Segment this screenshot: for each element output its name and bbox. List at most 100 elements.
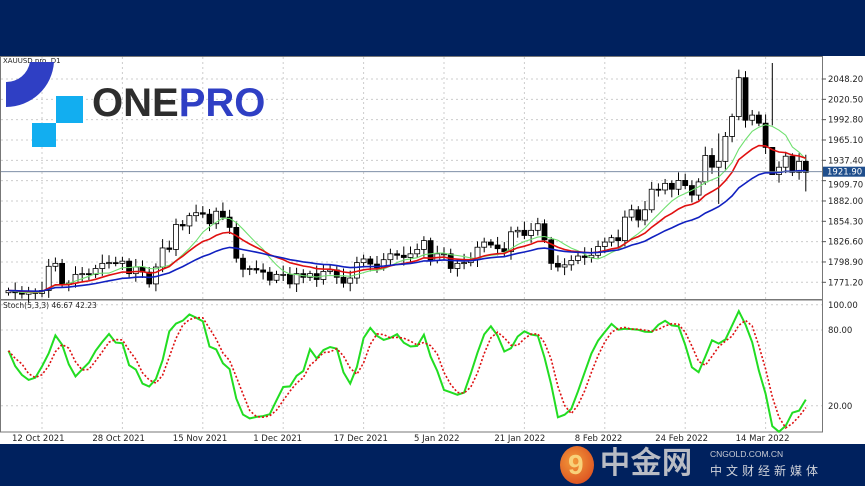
candle-body <box>749 114 756 121</box>
candle-body <box>92 268 99 275</box>
price-tick-label: 1771.20 <box>828 278 863 288</box>
candle-body <box>240 257 246 270</box>
candle-body <box>642 209 648 221</box>
stoch-main-line <box>7 308 807 434</box>
candle-body <box>628 209 635 218</box>
candle-body <box>568 260 575 266</box>
candle-body <box>662 182 668 191</box>
date-tick-label: 24 Feb 2022 <box>655 434 708 444</box>
candle-body <box>387 253 394 261</box>
stoch-tick-label: 100.00 <box>828 301 858 311</box>
cngold-name: 中金网 <box>600 447 693 480</box>
candle-body <box>407 253 414 258</box>
candle-body <box>246 268 253 270</box>
price-tick-label: 1992.80 <box>828 116 863 126</box>
candle-body <box>742 77 749 121</box>
candle-body <box>756 114 762 124</box>
candle-body <box>494 244 501 250</box>
candle-body <box>132 266 139 275</box>
candle-body <box>508 231 514 253</box>
onepro-logo-mark-icon <box>6 62 83 147</box>
candle-body <box>648 188 655 211</box>
candle-body <box>179 224 186 227</box>
cngold-logo-icon: 9 <box>560 446 594 484</box>
candle-body <box>233 227 240 259</box>
candle-body <box>695 181 702 196</box>
candle-body <box>702 155 709 183</box>
candle-body <box>86 273 92 276</box>
candle-body <box>340 276 347 284</box>
candle-body <box>106 262 112 265</box>
cngold-tagline: 中文财经新媒体 <box>710 464 823 478</box>
candle-body <box>581 255 588 258</box>
stoch-tick-label: 20.00 <box>828 402 852 412</box>
candle-body <box>635 209 642 221</box>
date-tick-label: 8 Feb 2022 <box>575 434 623 444</box>
date-tick-label: 28 Oct 2021 <box>92 434 145 444</box>
candle-body <box>521 229 528 236</box>
candle-body <box>59 262 65 286</box>
price-tick-label: 2048.20 <box>828 75 863 85</box>
candle-body <box>293 273 300 285</box>
onepro-logo-text: ONEPRO <box>92 81 265 126</box>
candle-body <box>360 258 367 264</box>
price-tick-label: 1965.10 <box>828 136 863 146</box>
candle-body <box>722 135 729 162</box>
cngold-glyph: 9 <box>568 449 584 480</box>
ma-mid-line <box>8 144 807 293</box>
stoch-tick-label: 80.00 <box>828 326 852 336</box>
candle-body <box>186 215 193 227</box>
candle-body <box>709 155 715 168</box>
candle-body <box>79 273 86 276</box>
candle-body <box>762 122 769 148</box>
date-tick-label: 17 Dec 2021 <box>334 434 388 444</box>
candle-body <box>112 262 119 265</box>
candle-body <box>273 273 280 281</box>
candle-body <box>514 229 521 233</box>
candle-body <box>675 180 682 190</box>
price-tick-label: 1937.40 <box>828 156 863 166</box>
candle-body <box>541 223 548 241</box>
candle-body <box>99 262 106 269</box>
date-tick-label: 21 Jan 2022 <box>494 434 545 444</box>
cngold-watermark: 9 中金网 CNGOLD.COM.CN 中文财经新媒体 <box>560 444 860 486</box>
date-tick-label: 14 Mar 2022 <box>736 434 790 444</box>
candle-body <box>441 253 447 256</box>
candle-body <box>394 253 401 256</box>
candle-body <box>193 212 200 217</box>
candle-body <box>266 271 273 281</box>
candle-body <box>166 247 173 250</box>
candle-body <box>280 273 287 276</box>
candle-body <box>206 213 213 225</box>
candle-body <box>601 241 608 247</box>
candle-body <box>534 223 541 231</box>
candle-body <box>555 262 561 268</box>
candle-body <box>454 262 461 269</box>
candle-body <box>199 212 206 215</box>
candle-body <box>789 155 796 173</box>
current-price-badge <box>823 166 865 177</box>
candle-body <box>481 241 488 248</box>
candle-body <box>119 260 126 264</box>
current-price-label: 1921.90 <box>827 168 862 178</box>
ma-slow-line <box>8 169 806 293</box>
candle-body <box>501 248 508 253</box>
candle-body <box>796 160 802 173</box>
candle-body <box>769 147 776 175</box>
price-tick-label: 1854.30 <box>828 217 863 227</box>
candle-body <box>487 241 494 246</box>
candle-body <box>615 237 622 242</box>
candle-body <box>347 277 354 284</box>
candle-body <box>260 269 267 273</box>
candle-body <box>253 268 260 271</box>
candle-body <box>782 155 789 168</box>
candle-body <box>226 216 233 228</box>
top-banner <box>0 0 865 56</box>
candle-body <box>367 258 374 265</box>
price-tick-label: 1882.00 <box>828 197 863 207</box>
candle-body <box>729 116 735 137</box>
price-tick-label: 1798.90 <box>828 258 863 268</box>
candle-body <box>420 240 427 250</box>
candle-body <box>414 249 421 255</box>
candle-body <box>575 255 581 261</box>
